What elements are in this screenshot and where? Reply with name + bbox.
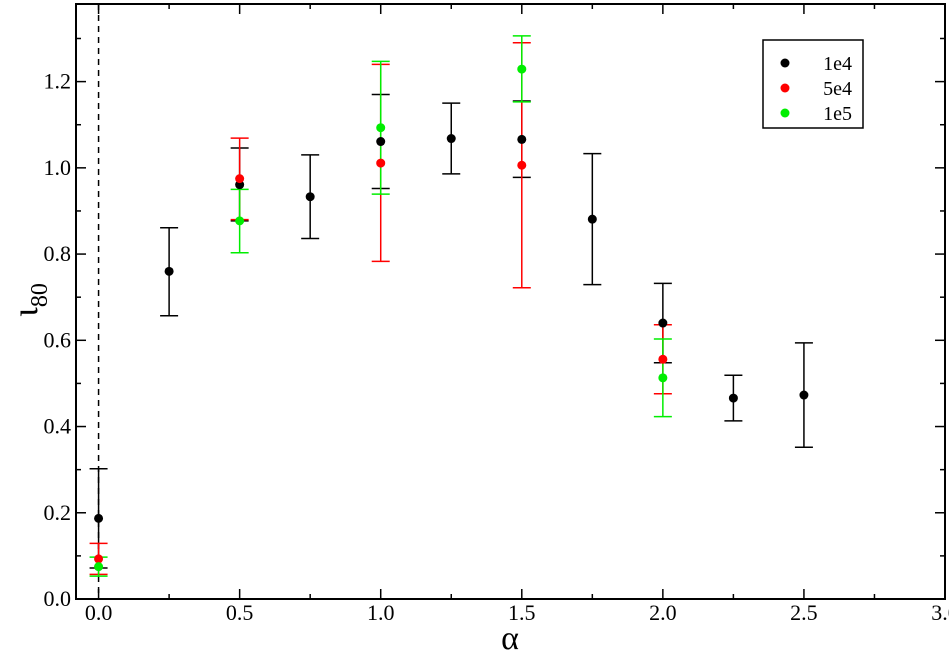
y-tick-label: 0.4 [44,414,72,439]
y-axis-title-main: ι [5,307,45,317]
y-tick-label: 1.2 [44,69,72,94]
legend-label: 1e4 [823,53,852,75]
legend-marker [780,108,790,118]
data-point [376,158,386,168]
x-tick-label: 2.0 [649,600,677,625]
x-tick-label: 1.0 [367,600,395,625]
y-tick-label: 0.6 [44,327,72,352]
data-point [376,123,386,133]
x-tick-label: 0.0 [85,600,113,625]
data-point [235,216,245,226]
data-point [517,160,527,170]
legend-label: 5e4 [823,78,852,100]
x-tick-label: 0.5 [226,600,254,625]
data-point [94,513,104,523]
x-tick-label: 3.0 [931,600,949,625]
x-tick-label: 1.5 [508,600,536,625]
svg-text:ι80: ι80 [5,283,53,317]
data-point [658,318,668,328]
data-point [376,137,386,147]
data-point [658,354,668,364]
data-point [799,390,809,400]
data-point [305,192,315,202]
legend: 1e4 5e4 1e5 [762,39,864,129]
data-point [446,134,456,144]
legend-marker [780,58,790,68]
y-axis-title-subscript: 80 [27,283,53,307]
legend-label: 1e5 [823,103,852,125]
data-point [587,214,597,224]
y-tick-label: 0.8 [44,241,72,266]
data-point [658,373,668,383]
legend-box [762,39,864,129]
data-point [235,174,245,184]
axis-ticks: 0.0 0.5 1.0 1.5 2.0 2.5 3.0 0.0 0.2 0.4 0.6 0.8 1.0 1… [44,4,949,625]
data-point [94,554,104,564]
y-tick-label: 0.2 [44,500,72,525]
y-axis-title: ι80 [5,283,53,317]
legend-marker [780,83,790,93]
y-tick-label: 0.0 [44,586,72,611]
error-bars [89,35,813,577]
data-point [94,562,104,572]
data-points [94,64,809,572]
x-tick-label: 2.5 [790,600,818,625]
plot-frame [75,3,946,600]
data-point [517,64,527,74]
data-point [728,393,738,403]
x-axis-title: α [501,620,519,652]
data-point [164,266,174,276]
data-point [517,134,527,144]
y-tick-label: 1.0 [44,155,72,180]
